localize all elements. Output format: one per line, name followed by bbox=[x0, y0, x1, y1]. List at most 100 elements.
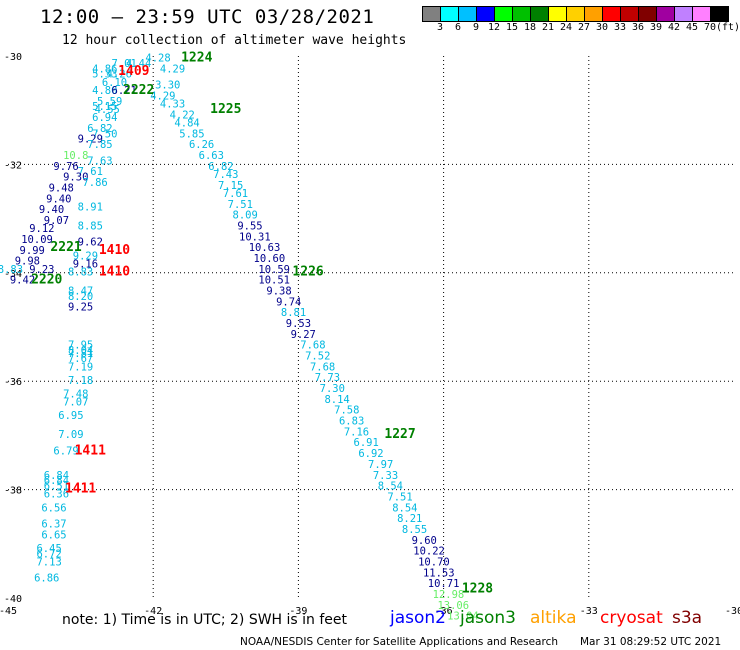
swh-value-label: 9.27 bbox=[291, 329, 316, 341]
legend-label: 27 bbox=[577, 22, 591, 33]
pass-time-label: 1226 bbox=[292, 265, 323, 280]
swh-value-label: 10.71 bbox=[428, 578, 460, 590]
swh-value-label: 10.60 bbox=[254, 253, 286, 265]
swh-value-label: 7.61 bbox=[78, 166, 103, 178]
pass-time-label: 2222 bbox=[123, 83, 154, 98]
swh-value-label: 6.95 bbox=[58, 410, 83, 422]
swh-value-label: 6.86 bbox=[34, 573, 59, 585]
legend-swatch bbox=[477, 6, 495, 22]
swh-value-label: 7.19 bbox=[68, 361, 93, 373]
swh-value-label: 6.72 bbox=[36, 548, 61, 560]
swh-value-label: 9.23 bbox=[29, 264, 54, 276]
page-subtitle: 12 hour collection of altimeter wave hei… bbox=[62, 33, 407, 48]
swh-value-label: 4.86 bbox=[92, 63, 117, 75]
swh-value-label: 5.33 bbox=[92, 69, 117, 81]
pass-time-label: 1410 bbox=[99, 265, 130, 280]
swh-value-label: 4.29 bbox=[150, 90, 175, 102]
swh-value-label: 8.83 bbox=[0, 264, 23, 276]
swh-value-label: 6.84 bbox=[44, 470, 69, 482]
swh-value-label: 7.85 bbox=[87, 139, 112, 151]
x-tick-label: -33 bbox=[580, 606, 598, 617]
swh-value-label: 8.20 bbox=[68, 291, 93, 303]
swh-value-label: 6.45 bbox=[36, 543, 61, 555]
swh-value-label: 11.53 bbox=[423, 567, 455, 579]
swh-value-label: 9.29 bbox=[78, 134, 103, 146]
swh-value-label: 7.68 bbox=[300, 340, 325, 352]
swh-value-label: 7.50 bbox=[92, 128, 117, 140]
legend-label: 30 bbox=[595, 22, 609, 33]
y-tick-label: -36 bbox=[4, 377, 22, 388]
swh-value-label: 8.55 bbox=[402, 524, 427, 536]
swh-value-label: 6.83 bbox=[339, 416, 364, 428]
credit-text: NOAA/NESDIS Center for Satellite Applica… bbox=[240, 636, 558, 648]
legend-swatch bbox=[711, 6, 729, 22]
legend-swatch bbox=[693, 6, 711, 22]
legend-swatch bbox=[603, 6, 621, 22]
legend-label: 21 bbox=[541, 22, 555, 33]
swh-value-label: 8.85 bbox=[78, 220, 103, 232]
swh-value-label: 8.83 bbox=[68, 267, 93, 279]
swh-value-label: 7.13 bbox=[36, 556, 61, 568]
swh-value-label: 7.01 bbox=[112, 58, 137, 70]
swh-value-label: 10.63 bbox=[249, 242, 281, 254]
swh-value-label: 7.51 bbox=[228, 199, 253, 211]
swh-value-label: 6.91 bbox=[354, 437, 379, 449]
legend-swatch bbox=[621, 6, 639, 22]
legend-swatch bbox=[531, 6, 549, 22]
legend-label: 36 bbox=[631, 22, 645, 33]
swh-value-label: 5.85 bbox=[179, 128, 204, 140]
legend-swatch bbox=[585, 6, 603, 22]
legend-swatch bbox=[513, 6, 531, 22]
swh-value-label: 4.44 bbox=[126, 58, 151, 70]
swh-value-label: 8.21 bbox=[397, 513, 422, 525]
swh-value-label: 9.40 bbox=[39, 204, 64, 216]
y-tick-label: -34 bbox=[4, 269, 22, 280]
legend-unit: (ft) bbox=[715, 22, 740, 33]
pass-time-label: 1224 bbox=[181, 50, 212, 65]
swh-value-label: 7.58 bbox=[334, 405, 359, 417]
swh-value-label: 9.55 bbox=[237, 220, 262, 232]
swh-value-label: 7.09 bbox=[58, 429, 83, 441]
swh-value-label: 4.26 bbox=[107, 69, 132, 81]
swh-value-label: 4.28 bbox=[145, 52, 170, 64]
swh-value-label: 7.81 bbox=[68, 348, 93, 360]
swh-value-label: 10.70 bbox=[418, 556, 450, 568]
x-tick-label: -42 bbox=[144, 606, 162, 617]
legend-swatch bbox=[639, 6, 657, 22]
swh-value-label: 7.63 bbox=[87, 155, 112, 167]
satellite-s3a: s3a bbox=[672, 608, 703, 628]
swh-value-label: 7.95 bbox=[68, 340, 93, 352]
swh-value-label: 7.07 bbox=[63, 397, 88, 409]
swh-value-label: 4.22 bbox=[170, 109, 195, 121]
swh-value-label: 6.26 bbox=[189, 139, 214, 151]
pass-time-label: 1410 bbox=[99, 243, 130, 258]
swh-value-label: 8.91 bbox=[78, 201, 103, 213]
swh-value-label: 7.43 bbox=[213, 169, 238, 181]
pass-time-label: 1227 bbox=[384, 427, 415, 442]
swh-value-label: 6.51 bbox=[44, 481, 69, 493]
swh-value-label: 7.97 bbox=[368, 459, 393, 471]
legend-swatch bbox=[549, 6, 567, 22]
satellite-jason2: jason2 bbox=[390, 608, 446, 628]
y-tick-label: -32 bbox=[4, 160, 22, 171]
swh-value-label: 10.59 bbox=[258, 264, 290, 276]
swh-value-label: 13.06 bbox=[437, 600, 469, 612]
swh-value-label: 7.52 bbox=[305, 351, 330, 363]
swh-value-label: 9.74 bbox=[276, 296, 301, 308]
legend-swatch bbox=[567, 6, 585, 22]
swh-value-label: 7.86 bbox=[82, 177, 107, 189]
swh-value-label: 4.33 bbox=[160, 98, 185, 110]
legend-label: 33 bbox=[613, 22, 627, 33]
legend-swatch bbox=[495, 6, 513, 22]
swh-value-label: 8.14 bbox=[324, 394, 349, 406]
swh-value-label: 9.98 bbox=[15, 256, 40, 268]
swh-value-label: 9.48 bbox=[49, 183, 74, 195]
pass-time-label: 1411 bbox=[75, 443, 106, 458]
swh-value-label: 6.36 bbox=[44, 489, 69, 501]
swh-value-label: 9.12 bbox=[29, 223, 54, 235]
swh-value-label: 8.04 bbox=[68, 345, 93, 357]
swh-value-label: 7.51 bbox=[387, 491, 412, 503]
swh-value-label: 4.80 bbox=[92, 85, 117, 97]
pass-time-label: 1228 bbox=[462, 582, 493, 597]
